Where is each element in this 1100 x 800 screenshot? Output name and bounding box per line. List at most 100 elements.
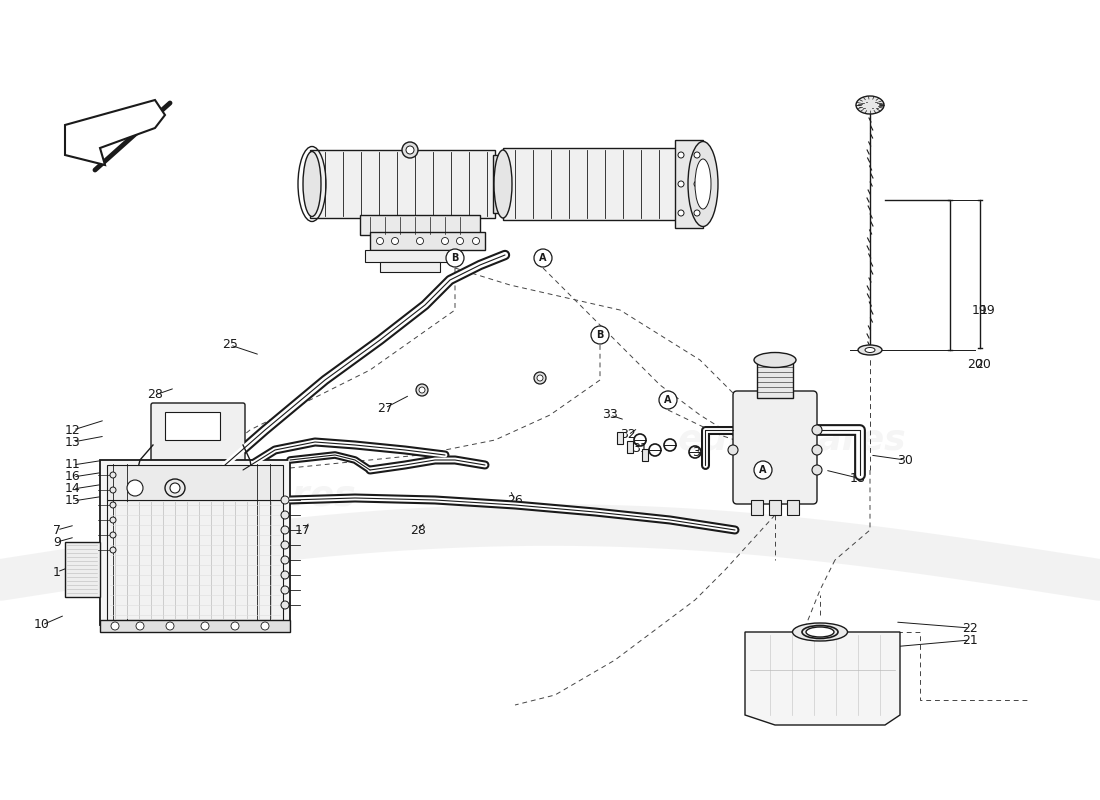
Circle shape bbox=[754, 461, 772, 479]
Text: 32: 32 bbox=[620, 429, 636, 442]
Text: A: A bbox=[539, 253, 547, 263]
Bar bbox=[360, 215, 480, 235]
Bar bbox=[100, 460, 290, 625]
Text: 34: 34 bbox=[185, 498, 201, 511]
Text: 9: 9 bbox=[264, 598, 272, 611]
Bar bbox=[751, 500, 763, 515]
Ellipse shape bbox=[792, 623, 847, 641]
Text: 20: 20 bbox=[967, 358, 983, 371]
Text: 7: 7 bbox=[53, 523, 60, 537]
Circle shape bbox=[110, 517, 115, 523]
Circle shape bbox=[201, 622, 209, 630]
Circle shape bbox=[406, 146, 414, 154]
Circle shape bbox=[678, 210, 684, 216]
Text: 9: 9 bbox=[264, 549, 272, 562]
Text: 27: 27 bbox=[377, 402, 393, 414]
Ellipse shape bbox=[865, 347, 874, 353]
Circle shape bbox=[678, 181, 684, 187]
Ellipse shape bbox=[806, 627, 834, 637]
Text: 23: 23 bbox=[767, 471, 783, 485]
Circle shape bbox=[280, 571, 289, 579]
Circle shape bbox=[812, 465, 822, 475]
Circle shape bbox=[280, 586, 289, 594]
Circle shape bbox=[376, 238, 384, 245]
Circle shape bbox=[136, 622, 144, 630]
Bar bbox=[617, 432, 623, 444]
Text: 2: 2 bbox=[264, 609, 272, 622]
Text: 13: 13 bbox=[65, 435, 81, 449]
Circle shape bbox=[280, 541, 289, 549]
Bar bbox=[493, 155, 505, 213]
Bar bbox=[503, 148, 678, 220]
Text: 6: 6 bbox=[264, 538, 272, 551]
Ellipse shape bbox=[695, 159, 711, 209]
Text: 3: 3 bbox=[264, 569, 272, 582]
Text: 29: 29 bbox=[400, 194, 416, 206]
Circle shape bbox=[694, 210, 700, 216]
FancyBboxPatch shape bbox=[151, 403, 245, 485]
Bar bbox=[165, 412, 220, 440]
Bar bbox=[627, 441, 632, 453]
Text: 25: 25 bbox=[222, 338, 238, 351]
Circle shape bbox=[591, 326, 609, 344]
Circle shape bbox=[110, 472, 115, 478]
Circle shape bbox=[419, 387, 425, 393]
Circle shape bbox=[417, 238, 424, 245]
Bar bbox=[365, 250, 455, 262]
Circle shape bbox=[537, 375, 543, 381]
Ellipse shape bbox=[858, 345, 882, 355]
Circle shape bbox=[231, 622, 239, 630]
Bar bbox=[370, 232, 485, 250]
Text: 22: 22 bbox=[962, 622, 978, 634]
Circle shape bbox=[456, 238, 463, 245]
Text: B: B bbox=[451, 253, 459, 263]
Circle shape bbox=[280, 601, 289, 609]
Polygon shape bbox=[745, 632, 900, 725]
Text: eurospares: eurospares bbox=[678, 423, 906, 457]
Text: eurospares: eurospares bbox=[128, 479, 356, 513]
Ellipse shape bbox=[302, 151, 321, 217]
Circle shape bbox=[416, 384, 428, 396]
Text: 24: 24 bbox=[767, 483, 783, 497]
Text: 28: 28 bbox=[410, 523, 426, 537]
Circle shape bbox=[446, 249, 464, 267]
Text: 15: 15 bbox=[65, 494, 81, 507]
Circle shape bbox=[694, 181, 700, 187]
Text: 31: 31 bbox=[632, 442, 648, 454]
Circle shape bbox=[728, 445, 738, 455]
Text: 20: 20 bbox=[975, 358, 991, 371]
Circle shape bbox=[441, 238, 449, 245]
Bar bbox=[107, 500, 283, 620]
Circle shape bbox=[166, 622, 174, 630]
Text: 33: 33 bbox=[692, 446, 708, 458]
Circle shape bbox=[110, 547, 115, 553]
Text: 17: 17 bbox=[295, 523, 311, 537]
Text: A: A bbox=[759, 465, 767, 475]
Text: 19: 19 bbox=[972, 303, 988, 317]
Circle shape bbox=[534, 249, 552, 267]
Circle shape bbox=[280, 496, 289, 504]
Text: A: A bbox=[664, 395, 672, 405]
Text: B: B bbox=[596, 330, 604, 340]
Text: 1: 1 bbox=[53, 566, 60, 578]
Circle shape bbox=[678, 152, 684, 158]
Circle shape bbox=[280, 511, 289, 519]
Text: 11: 11 bbox=[65, 458, 81, 471]
Bar bbox=[769, 500, 781, 515]
Text: 28: 28 bbox=[147, 389, 163, 402]
Text: 18: 18 bbox=[850, 471, 866, 485]
Text: 26: 26 bbox=[507, 494, 522, 506]
Circle shape bbox=[402, 142, 418, 158]
Circle shape bbox=[694, 152, 700, 158]
Text: 33: 33 bbox=[602, 409, 618, 422]
Polygon shape bbox=[65, 100, 165, 165]
Circle shape bbox=[110, 532, 115, 538]
Bar bbox=[786, 500, 799, 515]
Bar bbox=[65, 542, 100, 597]
Text: 4: 4 bbox=[264, 578, 272, 591]
FancyBboxPatch shape bbox=[733, 391, 817, 504]
Ellipse shape bbox=[754, 353, 796, 367]
Ellipse shape bbox=[494, 150, 512, 218]
Circle shape bbox=[473, 238, 480, 245]
Circle shape bbox=[110, 487, 115, 493]
